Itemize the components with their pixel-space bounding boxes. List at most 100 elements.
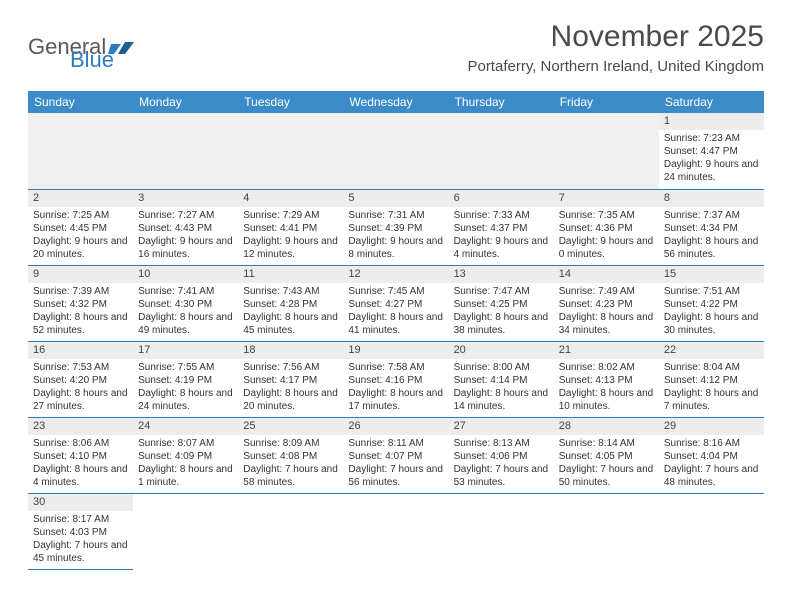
calendar-cell-empty <box>343 113 448 189</box>
day-number: 1 <box>659 113 764 130</box>
day-details: Sunrise: 8:17 AMSunset: 4:03 PMDaylight:… <box>28 511 133 569</box>
day-details: Sunrise: 7:29 AMSunset: 4:41 PMDaylight:… <box>238 207 343 265</box>
calendar-cell: 20Sunrise: 8:00 AMSunset: 4:14 PMDayligh… <box>449 341 554 417</box>
sunrise-line: Sunrise: 7:49 AM <box>559 285 654 298</box>
daylight-line: Daylight: 9 hours and 12 minutes. <box>243 235 338 261</box>
daylight-line: Daylight: 8 hours and 38 minutes. <box>454 311 549 337</box>
sunset-line: Sunset: 4:05 PM <box>559 450 654 463</box>
calendar-cell: 10Sunrise: 7:41 AMSunset: 4:30 PMDayligh… <box>133 265 238 341</box>
calendar-cell-empty <box>133 113 238 189</box>
calendar-cell: 7Sunrise: 7:35 AMSunset: 4:36 PMDaylight… <box>554 189 659 265</box>
sunrise-line: Sunrise: 7:31 AM <box>348 209 443 222</box>
day-number: 8 <box>659 190 764 207</box>
daylight-line: Daylight: 9 hours and 16 minutes. <box>138 235 233 261</box>
daylight-line: Daylight: 8 hours and 4 minutes. <box>33 463 128 489</box>
weekday-header: Wednesday <box>343 91 448 113</box>
calendar-cell: 15Sunrise: 7:51 AMSunset: 4:22 PMDayligh… <box>659 265 764 341</box>
day-number: 29 <box>659 418 764 435</box>
day-details: Sunrise: 7:55 AMSunset: 4:19 PMDaylight:… <box>133 359 238 417</box>
sunrise-line: Sunrise: 7:55 AM <box>138 361 233 374</box>
daylight-line: Daylight: 8 hours and 24 minutes. <box>138 387 233 413</box>
day-details: Sunrise: 7:27 AMSunset: 4:43 PMDaylight:… <box>133 207 238 265</box>
day-number: 17 <box>133 342 238 359</box>
day-number: 13 <box>449 266 554 283</box>
calendar-cell: 2Sunrise: 7:25 AMSunset: 4:45 PMDaylight… <box>28 189 133 265</box>
day-details: Sunrise: 8:11 AMSunset: 4:07 PMDaylight:… <box>343 435 448 493</box>
calendar-cell: 30Sunrise: 8:17 AMSunset: 4:03 PMDayligh… <box>28 494 133 570</box>
daylight-line: Daylight: 8 hours and 10 minutes. <box>559 387 654 413</box>
day-number: 18 <box>238 342 343 359</box>
calendar-table: Sunday Monday Tuesday Wednesday Thursday… <box>28 91 764 570</box>
calendar-cell: 16Sunrise: 7:53 AMSunset: 4:20 PMDayligh… <box>28 341 133 417</box>
weekday-header: Friday <box>554 91 659 113</box>
day-number: 15 <box>659 266 764 283</box>
calendar-cell: 8Sunrise: 7:37 AMSunset: 4:34 PMDaylight… <box>659 189 764 265</box>
day-details: Sunrise: 8:06 AMSunset: 4:10 PMDaylight:… <box>28 435 133 493</box>
calendar-cell: 24Sunrise: 8:07 AMSunset: 4:09 PMDayligh… <box>133 418 238 494</box>
day-number: 12 <box>343 266 448 283</box>
calendar-cell: 19Sunrise: 7:58 AMSunset: 4:16 PMDayligh… <box>343 341 448 417</box>
sunrise-line: Sunrise: 8:16 AM <box>664 437 759 450</box>
day-details: Sunrise: 7:39 AMSunset: 4:32 PMDaylight:… <box>28 283 133 341</box>
daylight-line: Daylight: 9 hours and 20 minutes. <box>33 235 128 261</box>
weekday-header: Thursday <box>449 91 554 113</box>
sunrise-line: Sunrise: 7:29 AM <box>243 209 338 222</box>
calendar-cell: 13Sunrise: 7:47 AMSunset: 4:25 PMDayligh… <box>449 265 554 341</box>
calendar-cell: 21Sunrise: 8:02 AMSunset: 4:13 PMDayligh… <box>554 341 659 417</box>
daylight-line: Daylight: 8 hours and 52 minutes. <box>33 311 128 337</box>
daylight-line: Daylight: 8 hours and 17 minutes. <box>348 387 443 413</box>
calendar-cell-empty <box>343 494 448 570</box>
day-details: Sunrise: 8:04 AMSunset: 4:12 PMDaylight:… <box>659 359 764 417</box>
sunset-line: Sunset: 4:12 PM <box>664 374 759 387</box>
sunset-line: Sunset: 4:07 PM <box>348 450 443 463</box>
daylight-line: Daylight: 8 hours and 7 minutes. <box>664 387 759 413</box>
day-details: Sunrise: 7:58 AMSunset: 4:16 PMDaylight:… <box>343 359 448 417</box>
sunset-line: Sunset: 4:10 PM <box>33 450 128 463</box>
day-details: Sunrise: 7:25 AMSunset: 4:45 PMDaylight:… <box>28 207 133 265</box>
day-details: Sunrise: 7:37 AMSunset: 4:34 PMDaylight:… <box>659 207 764 265</box>
calendar-header-row: Sunday Monday Tuesday Wednesday Thursday… <box>28 91 764 113</box>
calendar-row: 1Sunrise: 7:23 AMSunset: 4:47 PMDaylight… <box>28 113 764 189</box>
calendar-cell-empty <box>659 494 764 570</box>
sunset-line: Sunset: 4:34 PM <box>664 222 759 235</box>
day-number: 7 <box>554 190 659 207</box>
sunrise-line: Sunrise: 7:45 AM <box>348 285 443 298</box>
day-details: Sunrise: 8:13 AMSunset: 4:06 PMDaylight:… <box>449 435 554 493</box>
location: Portaferry, Northern Ireland, United Kin… <box>467 58 764 75</box>
sunset-line: Sunset: 4:37 PM <box>454 222 549 235</box>
weekday-header: Sunday <box>28 91 133 113</box>
calendar-cell-empty <box>238 113 343 189</box>
day-details: Sunrise: 7:43 AMSunset: 4:28 PMDaylight:… <box>238 283 343 341</box>
calendar-cell: 5Sunrise: 7:31 AMSunset: 4:39 PMDaylight… <box>343 189 448 265</box>
sunset-line: Sunset: 4:23 PM <box>559 298 654 311</box>
day-details: Sunrise: 8:00 AMSunset: 4:14 PMDaylight:… <box>449 359 554 417</box>
sunset-line: Sunset: 4:04 PM <box>664 450 759 463</box>
sunrise-line: Sunrise: 8:04 AM <box>664 361 759 374</box>
sunrise-line: Sunrise: 7:41 AM <box>138 285 233 298</box>
day-number: 20 <box>449 342 554 359</box>
sunset-line: Sunset: 4:08 PM <box>243 450 338 463</box>
day-number: 25 <box>238 418 343 435</box>
sunrise-line: Sunrise: 8:02 AM <box>559 361 654 374</box>
logo-text-blue: Blue <box>70 47 114 72</box>
sunset-line: Sunset: 4:27 PM <box>348 298 443 311</box>
calendar-cell: 14Sunrise: 7:49 AMSunset: 4:23 PMDayligh… <box>554 265 659 341</box>
day-number: 14 <box>554 266 659 283</box>
sunrise-line: Sunrise: 7:35 AM <box>559 209 654 222</box>
sunset-line: Sunset: 4:41 PM <box>243 222 338 235</box>
daylight-line: Daylight: 8 hours and 45 minutes. <box>243 311 338 337</box>
daylight-line: Daylight: 8 hours and 56 minutes. <box>664 235 759 261</box>
calendar-cell-empty <box>28 113 133 189</box>
sunrise-line: Sunrise: 8:00 AM <box>454 361 549 374</box>
calendar-cell: 3Sunrise: 7:27 AMSunset: 4:43 PMDaylight… <box>133 189 238 265</box>
sunset-line: Sunset: 4:28 PM <box>243 298 338 311</box>
daylight-line: Daylight: 7 hours and 50 minutes. <box>559 463 654 489</box>
day-details: Sunrise: 8:09 AMSunset: 4:08 PMDaylight:… <box>238 435 343 493</box>
day-number: 5 <box>343 190 448 207</box>
daylight-line: Daylight: 8 hours and 34 minutes. <box>559 311 654 337</box>
calendar-row: 9Sunrise: 7:39 AMSunset: 4:32 PMDaylight… <box>28 265 764 341</box>
daylight-line: Daylight: 8 hours and 49 minutes. <box>138 311 233 337</box>
day-details: Sunrise: 8:16 AMSunset: 4:04 PMDaylight:… <box>659 435 764 493</box>
day-details: Sunrise: 7:49 AMSunset: 4:23 PMDaylight:… <box>554 283 659 341</box>
day-number: 30 <box>28 494 133 511</box>
